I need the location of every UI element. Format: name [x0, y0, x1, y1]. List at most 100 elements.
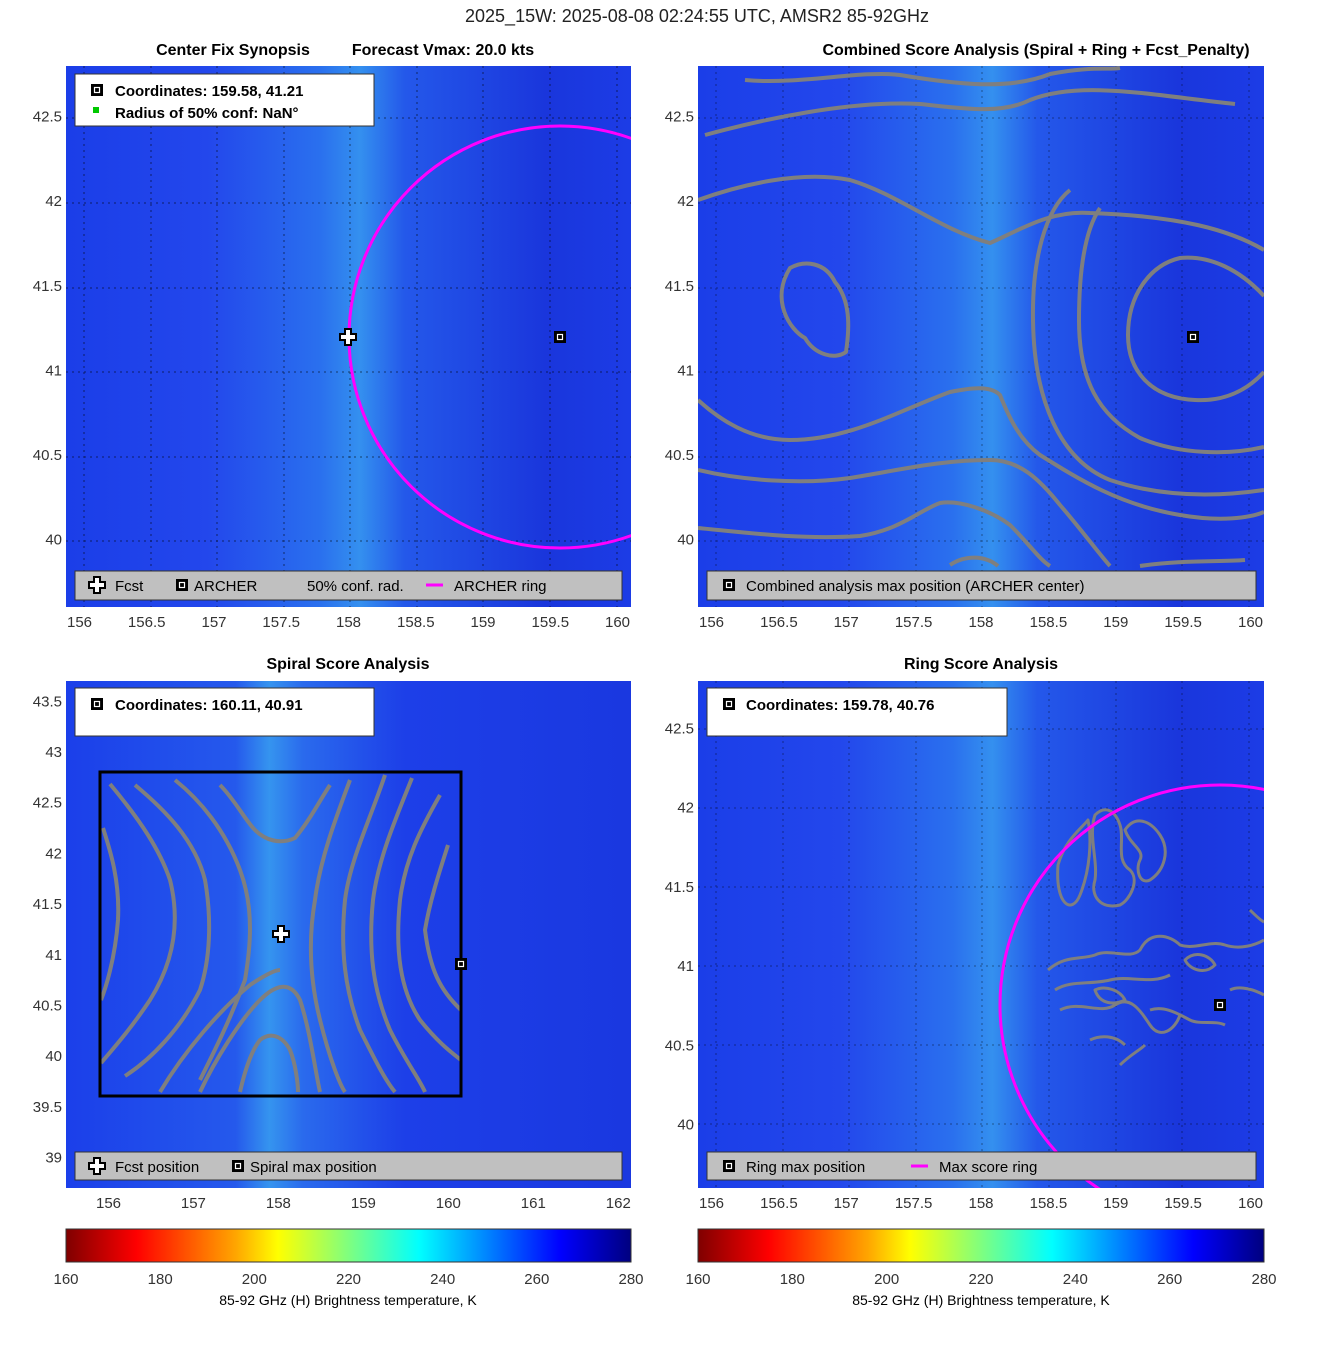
y-tick-label: 43.5: [33, 693, 62, 710]
colorbar-tick-label: 220: [968, 1271, 993, 1288]
y-tick-label: 42.5: [665, 109, 694, 126]
y-tick-label: 40: [677, 531, 694, 548]
y-tick-labels: 40 40.5 41 41.5 42 42.5: [665, 721, 694, 1134]
legend-fcst: Fcst: [115, 578, 144, 595]
square-icon: [723, 1160, 735, 1172]
brightness-field: [66, 681, 631, 1188]
y-tick-label: 40.5: [33, 447, 62, 464]
panel-spiral-score: Spiral Score Analysis Coordin: [33, 656, 631, 1212]
colorbar-tick-label: 180: [148, 1271, 173, 1288]
spiral-max-marker: [455, 958, 467, 970]
x-tick-label: 157: [834, 1195, 859, 1212]
colorbar-tick-label: 160: [685, 1271, 710, 1288]
legend-box: [74, 570, 623, 601]
x-tick-labels: 156 157 158 159 160 161 162: [96, 1195, 631, 1212]
x-tick-label: 157: [181, 1195, 206, 1212]
panel-combined-score: Combined Score Analysis (Spiral + Ring +…: [665, 42, 1264, 631]
info-box: [74, 687, 375, 737]
square-icon: [232, 1160, 244, 1172]
legend-fcst-position: Fcst position: [115, 1159, 199, 1176]
colorbar-tick-label: 240: [430, 1271, 455, 1288]
y-tick-labels: 40 40.5 41 41.5 42 42.5: [33, 109, 62, 549]
colorbar: [65, 1228, 632, 1263]
ring-contours: [1047, 808, 1264, 1067]
max-score-ring: [998, 783, 1264, 1188]
y-tick-labels: 39 39.5 40 40.5 41 41.5 42 42.5 43 43.5: [33, 693, 62, 1166]
panel-title: Combined Score Analysis (Spiral + Ring +…: [822, 42, 1249, 59]
y-tick-label: 42: [677, 800, 694, 817]
combined-max-marker: [1187, 331, 1199, 343]
x-tick-label: 159: [1103, 614, 1128, 631]
x-tick-label: 159.5: [1164, 1195, 1202, 1212]
info-coordinates: Coordinates: 160.11, 40.91: [115, 697, 303, 714]
y-tick-label: 39: [45, 1150, 62, 1167]
ring-max-marker: [1214, 999, 1226, 1011]
y-tick-label: 42.5: [665, 721, 694, 738]
y-tick-label: 40: [45, 1048, 62, 1065]
plus-icon: [88, 576, 106, 594]
info-coordinates: Coordinates: 159.58, 41.21: [115, 83, 303, 100]
info-radius: Radius of 50% conf: NaN°: [115, 105, 299, 122]
y-tick-label: 39.5: [33, 1099, 62, 1116]
x-tick-label: 156: [67, 614, 92, 631]
x-tick-label: 160: [605, 614, 630, 631]
x-tick-label: 157.5: [895, 614, 933, 631]
figure-title: 2025_15W: 2025-08-08 02:24:55 UTC, AMSR2…: [465, 6, 929, 27]
y-tick-label: 41: [677, 958, 694, 975]
x-tick-label: 158.5: [397, 614, 435, 631]
x-tick-label: 158: [968, 1195, 993, 1212]
legend-conf-rad: 50% conf. rad.: [307, 578, 404, 595]
x-tick-label: 158.5: [1030, 1195, 1068, 1212]
y-tick-label: 42.5: [33, 109, 62, 126]
analysis-box: [98, 770, 463, 1098]
x-tick-label: 160: [1238, 1195, 1263, 1212]
x-tick-label: 156: [699, 1195, 724, 1212]
x-tick-label: 158.5: [1030, 614, 1068, 631]
x-tick-label: 159.5: [532, 614, 570, 631]
y-tick-label: 40.5: [665, 447, 694, 464]
x-tick-label: 159: [1103, 1195, 1128, 1212]
legend-spiral-max: Spiral max position: [250, 1159, 377, 1176]
y-tick-label: 41.5: [33, 278, 62, 295]
x-tick-label: 159: [470, 614, 495, 631]
green-dot-icon: [93, 107, 99, 113]
colorbar-tick-label: 180: [780, 1271, 805, 1288]
colorbar-tick-label: 260: [1157, 1271, 1182, 1288]
panel-title-left: Center Fix Synopsis: [156, 42, 310, 59]
panel-title-right: Forecast Vmax: 20.0 kts: [352, 42, 534, 59]
x-tick-label: 157.5: [895, 1195, 933, 1212]
square-icon: [91, 698, 103, 710]
x-tick-label: 162: [606, 1195, 631, 1212]
legend-max-score-ring: Max score ring: [939, 1159, 1037, 1176]
colorbar-tick-label: 240: [1063, 1271, 1088, 1288]
square-icon: [176, 579, 188, 591]
square-icon: [723, 698, 735, 710]
y-tick-label: 41.5: [33, 896, 62, 913]
legend-ring-max: Ring max position: [746, 1159, 865, 1176]
brightness-field: [698, 681, 1264, 1188]
colorbar-left: 160 180 200 220 240 260 280 85-92 GHz (H) Brig…: [53, 1228, 644, 1308]
x-tick-label: 160: [436, 1195, 461, 1212]
y-tick-label: 40: [45, 531, 62, 548]
info-coordinates: Coordinates: 159.78, 40.76: [746, 697, 934, 714]
x-tick-label: 159.5: [1164, 614, 1202, 631]
x-tick-label: 156: [96, 1195, 121, 1212]
colorbar-tick-label: 220: [336, 1271, 361, 1288]
x-tick-label: 156.5: [128, 614, 166, 631]
x-tick-label: 157: [834, 614, 859, 631]
y-tick-label: 42: [45, 845, 62, 862]
y-tick-label: 42: [45, 193, 62, 210]
legend-box: [74, 1151, 623, 1181]
fcst-marker: [339, 328, 357, 346]
combined-contours: [698, 66, 1264, 568]
x-tick-label: 159: [351, 1195, 376, 1212]
panel-title: Spiral Score Analysis: [266, 656, 429, 673]
grid-lines: [698, 66, 1264, 607]
colorbar-tick-label: 280: [618, 1271, 643, 1288]
x-tick-label: 158: [968, 614, 993, 631]
y-tick-label: 43: [45, 744, 62, 761]
colorbar-right: 160 180 200 220 240 260 280 85-92 GHz (H) Brig…: [685, 1228, 1277, 1308]
colorbar-tick-label: 260: [524, 1271, 549, 1288]
spiral-contours: [99, 774, 463, 1094]
